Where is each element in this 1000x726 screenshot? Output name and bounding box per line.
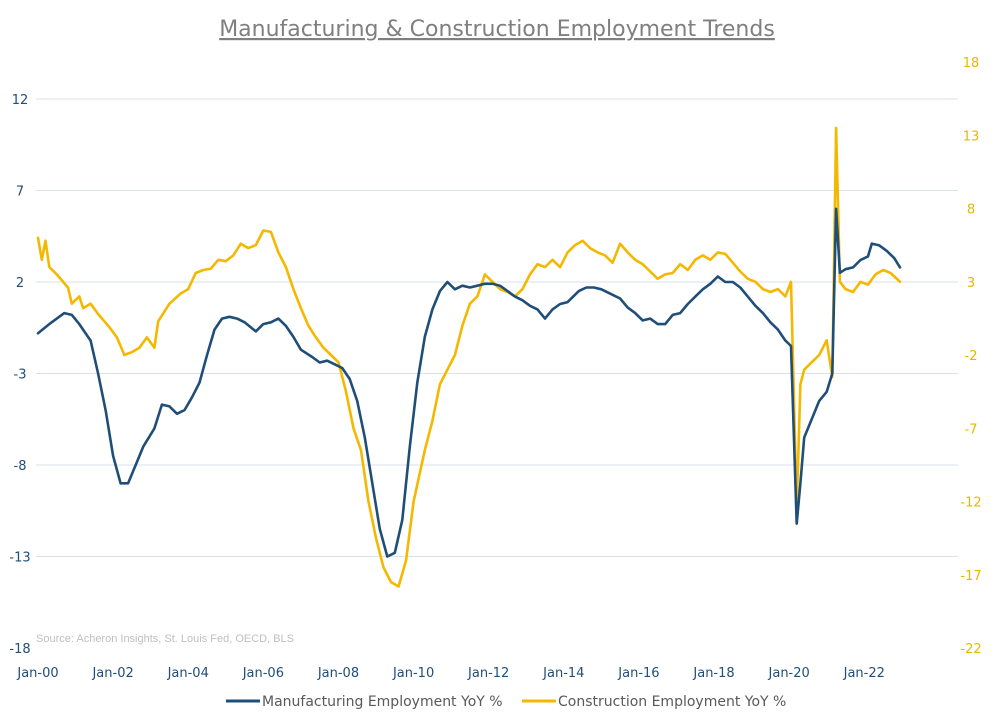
right-tick-label: -7 bbox=[965, 422, 978, 437]
right-axis-ticks: 18 13 8 3 -2 -7 -12 -17 -22 bbox=[960, 56, 981, 657]
chart-title: Manufacturing & Construction Employment … bbox=[219, 17, 775, 42]
x-tick-label: Jan-22 bbox=[843, 666, 885, 681]
manufacturing-series-line bbox=[36, 207, 902, 558]
right-tick-label: -17 bbox=[960, 569, 981, 584]
x-tick-label: Jan-02 bbox=[91, 666, 133, 681]
legend-label-construction: Construction Employment YoY % bbox=[558, 694, 786, 710]
left-tick-label: 2 bbox=[16, 276, 24, 291]
x-tick-label: Jan-10 bbox=[392, 666, 434, 681]
left-tick-label: 7 bbox=[16, 185, 24, 200]
x-tick-label: Jan-14 bbox=[542, 666, 584, 681]
x-tick-label: Jan-08 bbox=[317, 666, 359, 681]
right-tick-label: 18 bbox=[963, 56, 980, 71]
legend-label-manufacturing: Manufacturing Employment YoY % bbox=[262, 694, 503, 710]
source-note: Source: Acheron Insights, St. Louis Fed,… bbox=[36, 633, 294, 645]
right-tick-label: -12 bbox=[960, 496, 981, 511]
grid-lines bbox=[36, 98, 958, 557]
x-tick-label: Jan-18 bbox=[692, 666, 734, 681]
x-tick-label: Jan-04 bbox=[167, 666, 209, 681]
x-axis-ticks: Jan-00 Jan-02 Jan-04 Jan-06 Jan-08 Jan-10 Jan-… bbox=[16, 666, 885, 681]
legend: Manufacturing Employment YoY % Construct… bbox=[226, 694, 786, 710]
right-tick-label: 8 bbox=[967, 203, 975, 218]
series-lines bbox=[36, 126, 902, 588]
right-tick-label: 3 bbox=[967, 276, 975, 291]
left-tick-label: -3 bbox=[14, 368, 27, 383]
left-tick-label: 12 bbox=[12, 93, 29, 108]
x-tick-label: Jan-12 bbox=[467, 666, 509, 681]
left-tick-label: -8 bbox=[14, 459, 27, 474]
left-tick-label: -18 bbox=[9, 642, 30, 657]
x-tick-label: Jan-16 bbox=[617, 666, 659, 681]
left-tick-label: -13 bbox=[9, 551, 30, 566]
right-tick-label: -2 bbox=[965, 349, 978, 364]
construction-series-line bbox=[36, 126, 902, 588]
left-axis-ticks: 12 7 2 -3 -8 -13 -18 bbox=[9, 93, 30, 657]
x-tick-label: Jan-20 bbox=[768, 666, 810, 681]
x-tick-label: Jan-06 bbox=[242, 666, 284, 681]
right-tick-label: 13 bbox=[963, 129, 980, 144]
right-tick-label: -22 bbox=[960, 642, 981, 657]
x-tick-label: Jan-00 bbox=[16, 666, 58, 681]
